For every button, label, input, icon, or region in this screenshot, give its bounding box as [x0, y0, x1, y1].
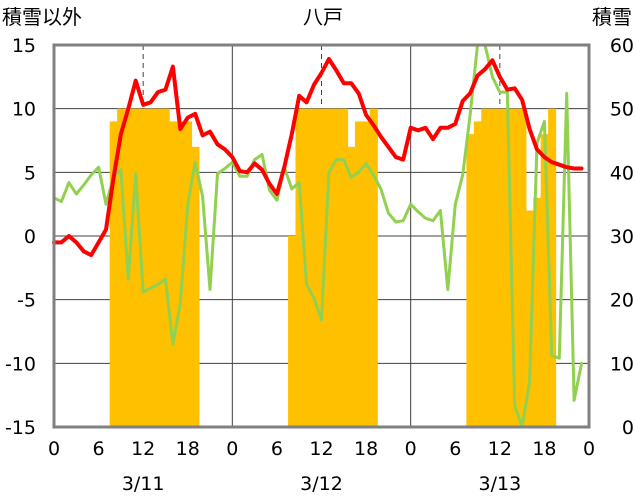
right-tick-label: 40	[610, 162, 634, 184]
snow-depth-bar	[540, 134, 549, 427]
x-tick-label: 18	[176, 438, 200, 460]
snow-depth-bar	[317, 108, 326, 428]
snow-depth-bar	[169, 121, 178, 428]
date-labels: 3/11 3/12 3/13	[122, 473, 521, 495]
snow-depth-bar	[154, 108, 163, 428]
x-tick-label: 0	[48, 438, 60, 460]
x-tick-label: 18	[354, 438, 378, 460]
snow-depth-bar	[302, 108, 311, 428]
snow-depth-bar	[510, 108, 520, 428]
x-tick-label: 12	[309, 438, 333, 460]
x-axis-ticks: 0 6 12 18 0 6 12 18 0 6 12 18 0	[48, 438, 595, 460]
snow-depth-bar	[354, 121, 363, 428]
chart-title: 八戸	[303, 5, 343, 29]
snow-depth-bar	[161, 108, 170, 428]
right-tick-label: 50	[610, 99, 634, 121]
x-tick-label: 0	[226, 438, 238, 460]
date-label: 3/13	[478, 473, 521, 495]
right-tick-label: 60	[610, 35, 634, 57]
right-tick-label: 30	[610, 226, 634, 248]
snow-depth-bar	[184, 121, 193, 428]
snow-depth-bars	[109, 108, 557, 428]
date-label: 3/12	[300, 473, 343, 495]
snow-depth-bar	[488, 108, 497, 428]
snow-depth-bar	[191, 146, 200, 427]
x-tick-label: 0	[405, 438, 417, 460]
snow-depth-bar	[525, 210, 534, 427]
snow-depth-bar	[503, 108, 512, 428]
right-tick-label: 10	[610, 353, 634, 375]
plot-border	[52, 43, 591, 429]
right-tick-label: 0	[622, 417, 634, 439]
snow-depth-bar	[132, 108, 141, 428]
left-tick-label: 5	[24, 162, 36, 184]
snow-depth-bar	[139, 108, 148, 428]
snow-depth-bar	[325, 108, 334, 428]
snow-depth-bar	[340, 108, 349, 428]
snow-depth-bar	[362, 121, 371, 428]
x-tick-label: 12	[488, 438, 512, 460]
snow-depth-bar	[288, 236, 297, 427]
red-series-line	[52, 57, 584, 258]
left-tick-label: 10	[12, 99, 36, 121]
x-tick-label: 18	[532, 438, 556, 460]
snow-depth-bar	[466, 134, 475, 427]
snow-depth-bar	[176, 121, 185, 428]
snow-depth-bar	[518, 108, 527, 428]
snow-depth-bar	[496, 108, 505, 428]
snow-depth-bar	[473, 121, 482, 428]
snow-depth-bar	[117, 108, 126, 428]
snow-depth-bar	[369, 108, 378, 428]
x-tick-label: 6	[271, 438, 283, 460]
left-tick-label: 15	[12, 35, 36, 57]
right-tick-label: 20	[610, 290, 634, 312]
snow-depth-bar	[310, 108, 319, 428]
green-series-line	[52, 43, 584, 429]
snow-depth-bar	[533, 197, 542, 427]
right-axis-ticks: 60 50 40 30 20 10 0	[610, 35, 634, 439]
left-tick-label: -15	[5, 417, 36, 439]
snow-depth-bar	[109, 121, 118, 428]
left-tick-label: -10	[5, 353, 36, 375]
plot-frame	[52, 43, 591, 429]
x-tick-label: 6	[93, 438, 105, 460]
snow-depth-bar	[347, 146, 356, 427]
snow-depth-bar	[295, 108, 304, 428]
left-axis-ticks: 15 10 5 0 -5 -10 -15	[5, 35, 36, 439]
x-tick-label: 12	[131, 438, 155, 460]
x-tick-label: 6	[449, 438, 461, 460]
snow-depth-bar	[332, 108, 341, 428]
x-tick-label: 0	[583, 438, 595, 460]
left-tick-label: 0	[24, 226, 36, 248]
snow-depth-bar	[548, 108, 557, 428]
left-tick-label: -5	[17, 290, 36, 312]
left-axis-label: 積雪以外	[2, 5, 82, 29]
snow-depth-bar	[481, 108, 490, 428]
date-label: 3/11	[122, 473, 165, 495]
snow-depth-bar	[146, 108, 155, 428]
right-axis-label: 積雪	[592, 5, 632, 29]
